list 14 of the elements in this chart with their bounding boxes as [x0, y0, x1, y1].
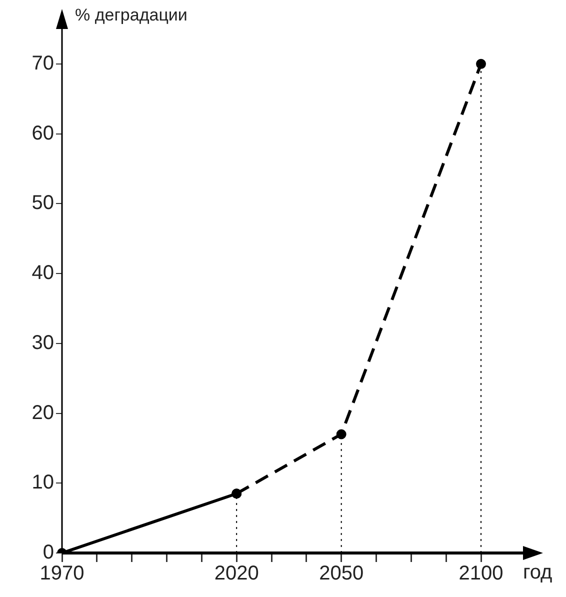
y-tick-label: 20	[32, 402, 54, 424]
y-tick-label: 60	[32, 122, 54, 144]
x-tick-label: 1970	[40, 562, 84, 585]
x-tick-label: 2020	[214, 562, 259, 585]
x-tick-label: 2100	[458, 562, 504, 585]
x-axis-title: год	[523, 562, 553, 584]
y-tick-label: 40	[32, 262, 54, 284]
y-tick-label: 30	[32, 332, 54, 354]
x-tick-label: 2050	[319, 562, 364, 585]
y-tick-label: 0	[42, 542, 54, 564]
y-axis-title: % деградации	[75, 6, 188, 25]
y-tick-label: 50	[32, 192, 54, 214]
y-tick-label: 70	[32, 52, 54, 74]
y-tick-label: 10	[32, 472, 54, 494]
